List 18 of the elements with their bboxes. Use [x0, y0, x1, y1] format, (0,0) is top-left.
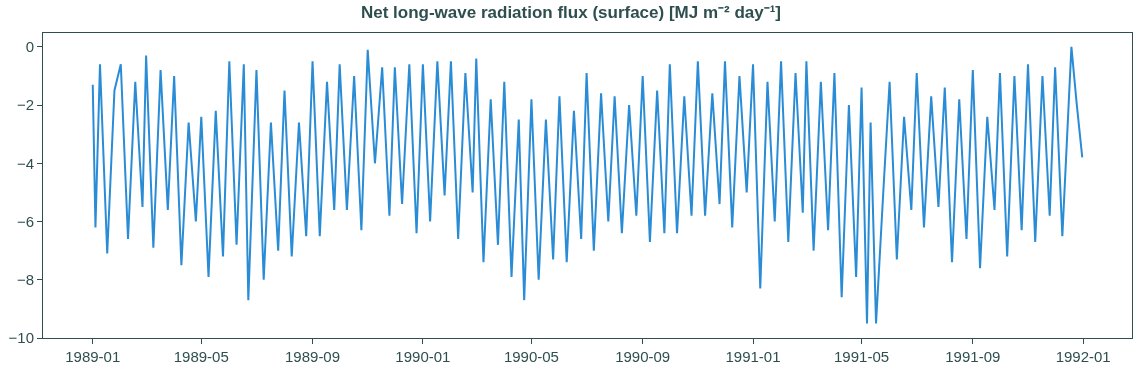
y-tick-label: −2 — [16, 96, 34, 114]
x-tick-label: 1991-09 — [945, 348, 1001, 365]
y-tick-label: −4 — [16, 154, 34, 172]
x-tick-label: 1990-01 — [395, 348, 451, 365]
chart-title: Net long-wave radiation flux (surface) [MJ m⁻² day⁻¹] — [360, 2, 782, 22]
x-tick-label: 1991-05 — [834, 348, 890, 365]
y-tick-label: −8 — [16, 271, 34, 289]
x-tick-label: 1989-05 — [173, 348, 229, 365]
x-tick-label: 1989-09 — [285, 348, 341, 365]
y-tick-label: 0 — [25, 38, 34, 56]
x-tick-label: 1990-05 — [503, 348, 559, 365]
x-tick-label: 1990-09 — [615, 348, 671, 365]
y-tick-label: −10 — [8, 329, 34, 347]
x-tick-label: 1991-01 — [725, 348, 781, 365]
y-tick-label: −6 — [16, 212, 34, 230]
line-series — [91, 45, 1084, 325]
x-tick-label: 1992-01 — [1055, 348, 1111, 365]
x-tick-label: 1989-01 — [65, 348, 121, 365]
